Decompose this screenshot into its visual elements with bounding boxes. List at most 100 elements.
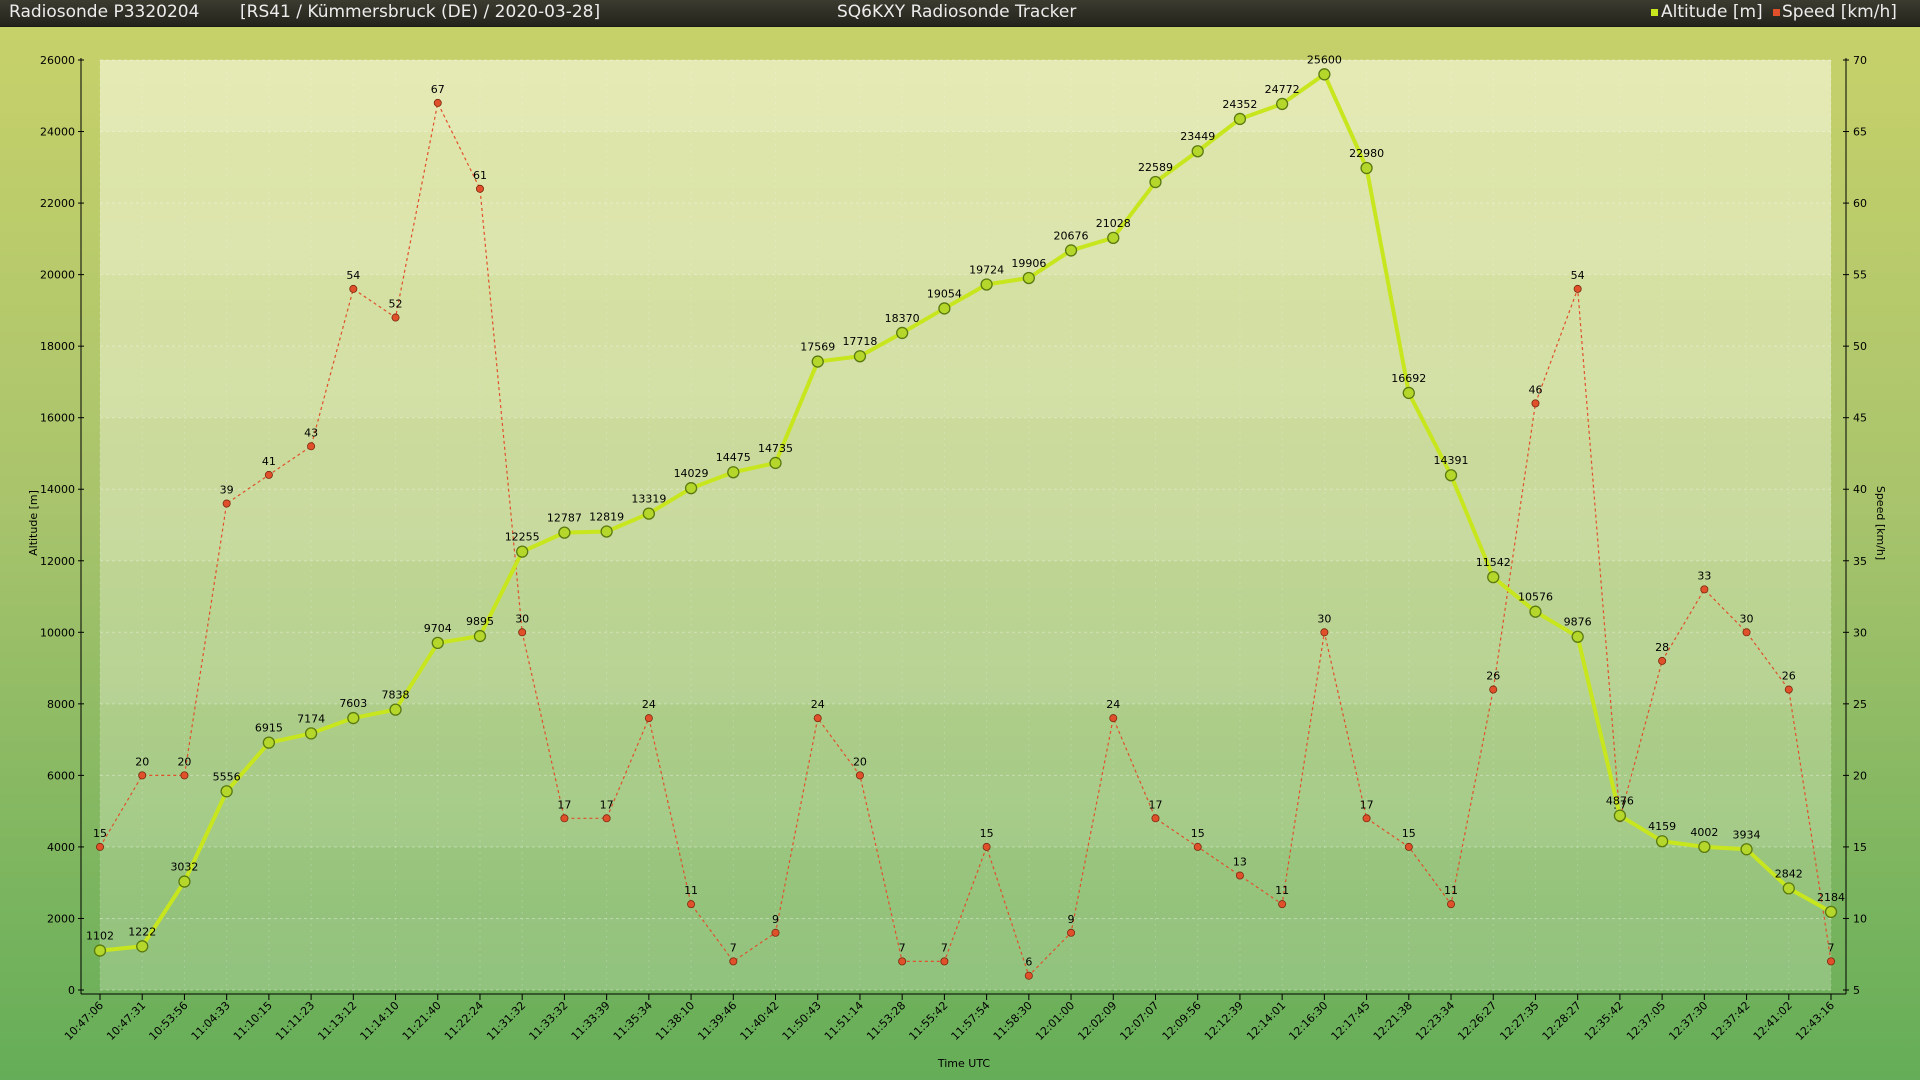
altitude-point: [1571, 630, 1584, 643]
altitude-data-label: 6915: [255, 722, 283, 735]
x-tick-label: 11:35:34: [611, 999, 655, 1043]
altitude-data-label: 7174: [297, 712, 325, 725]
x-tick-label: 11:39:46: [695, 999, 739, 1043]
speed-point: [180, 771, 189, 780]
altitude-point: [1782, 882, 1795, 895]
y-tick-label: 4000: [47, 841, 75, 854]
altitude-point: [1740, 843, 1753, 856]
speed-data-label: 7: [941, 941, 948, 954]
speed-point: [1573, 284, 1582, 293]
y2-tick-label: 30: [1853, 626, 1867, 639]
altitude-point: [1360, 161, 1373, 175]
speed-point: [264, 470, 273, 479]
y-tick-label: 26000: [40, 54, 75, 67]
x-tick-label: 12:37:05: [1624, 999, 1668, 1043]
speed-point: [560, 814, 569, 823]
speed-line: [99, 101, 1832, 977]
plot-band: [100, 632, 1831, 704]
launch-info: [RS41 / Kümmersbruck (DE) / 2020-03-28]: [240, 2, 601, 22]
x-tick-label: 12:37:42: [1709, 999, 1753, 1043]
speed-data-label: 54: [1571, 269, 1585, 282]
legend-speed[interactable]: Speed [km/h]: [1782, 2, 1897, 22]
x-tick-label: 11:57:54: [949, 999, 993, 1043]
speed-data-label: 9: [1068, 913, 1075, 926]
altitude-point: [1107, 231, 1120, 244]
speed-data-label: 43: [304, 426, 318, 439]
plot-band: [100, 346, 1831, 418]
altitude-point: [93, 944, 107, 957]
x-tick-label: 12:27:35: [1497, 999, 1541, 1043]
x-tick-label: 11:21:40: [400, 999, 444, 1043]
altitude-point: [220, 785, 233, 798]
speed-point: [771, 928, 780, 937]
plot-band: [100, 131, 1831, 204]
altitude-point: [389, 703, 402, 716]
y-tick-label: 0: [68, 984, 75, 997]
speed-data-label: 15: [980, 827, 994, 840]
altitude-data-label: 17569: [800, 341, 835, 354]
altitude-data-label: 4876: [1606, 795, 1634, 808]
x-tick-label: 10:47:31: [104, 999, 148, 1043]
altitude-data-label: 14475: [716, 451, 751, 464]
x-tick-label: 12:12:39: [1202, 999, 1246, 1043]
x-tick-label: 11:58:30: [991, 999, 1035, 1043]
speed-point: [138, 771, 147, 780]
altitude-series: 1102 1222 3032 5556 6915 7174 7603 7838 9704 9895…: [86, 53, 1845, 957]
speed-point: [307, 442, 316, 451]
y-tick-label: 24000: [40, 126, 75, 139]
speed-data-label: 11: [684, 884, 698, 897]
y-tick-label: 12000: [40, 555, 75, 568]
sonde-id: Radiosonde P3320204: [9, 2, 200, 22]
speed-point: [602, 814, 611, 823]
y2-tick-label: 40: [1853, 483, 1867, 496]
x-tick-label: 11:14:10: [358, 999, 402, 1043]
app-title: SQ6KXY Radiosonde Tracker: [837, 2, 1077, 22]
altitude-point: [938, 302, 951, 315]
x-tick-label: 10:47:06: [62, 999, 106, 1043]
y2-tick-label: 65: [1853, 126, 1867, 139]
y-tick-label: 8000: [47, 698, 75, 711]
speed-data-label: 41: [262, 455, 276, 468]
y2-tick-label: 50: [1853, 340, 1867, 353]
speed-data-label: 13: [1233, 856, 1247, 869]
speed-point: [1784, 685, 1793, 694]
x-tick-label: 11:04:33: [189, 999, 233, 1043]
speed-data-label: 67: [431, 83, 445, 96]
altitude-data-label: 14391: [1434, 454, 1469, 467]
speed-point: [1827, 957, 1836, 966]
speed-point: [1320, 628, 1329, 637]
speed-data-label: 7: [730, 941, 737, 954]
gridlines: [99, 59, 1832, 991]
altitude-data-label: 5556: [213, 770, 241, 783]
altitude-point: [811, 355, 824, 368]
altitude-point: [600, 525, 613, 538]
altitude-data-label: 17718: [842, 335, 877, 348]
speed-data-label: 20: [177, 755, 191, 768]
x-tick-label: 11:33:39: [569, 999, 613, 1043]
x-tick-label: 12:37:30: [1666, 999, 1710, 1043]
speed-data-label: 9: [772, 913, 779, 926]
legend-altitude[interactable]: Altitude [m]: [1661, 2, 1763, 22]
x-tick-label: 12:01:00: [1033, 999, 1077, 1043]
altitude-point: [178, 875, 191, 888]
x-axis-title: Time UTC: [937, 1057, 991, 1070]
speed-point: [1658, 656, 1667, 665]
altitude-data-label: 1222: [128, 925, 156, 938]
x-tick-label: 12:21:38: [1371, 999, 1415, 1043]
altitude-point: [853, 350, 867, 363]
speed-point: [898, 957, 907, 966]
altitude-point: [1064, 244, 1078, 257]
y2-tick-label: 15: [1853, 841, 1867, 854]
altitude-point: [980, 278, 993, 291]
chart-panel: [0, 27, 1920, 1080]
speed-data-label: 17: [557, 798, 571, 811]
speed-point: [729, 957, 738, 966]
speed-point: [222, 499, 231, 508]
speed-point: [1362, 814, 1371, 823]
y-axis-title: Altitude [m]: [27, 490, 40, 556]
x-tick-label: 12:09:56: [1160, 999, 1204, 1043]
altitude-data-label: 4159: [1648, 820, 1676, 833]
x-tick-label: 11:55:42: [906, 999, 950, 1043]
altitude-data-label: 10576: [1518, 591, 1553, 604]
x-tick-label: 12:14:01: [1244, 999, 1288, 1043]
